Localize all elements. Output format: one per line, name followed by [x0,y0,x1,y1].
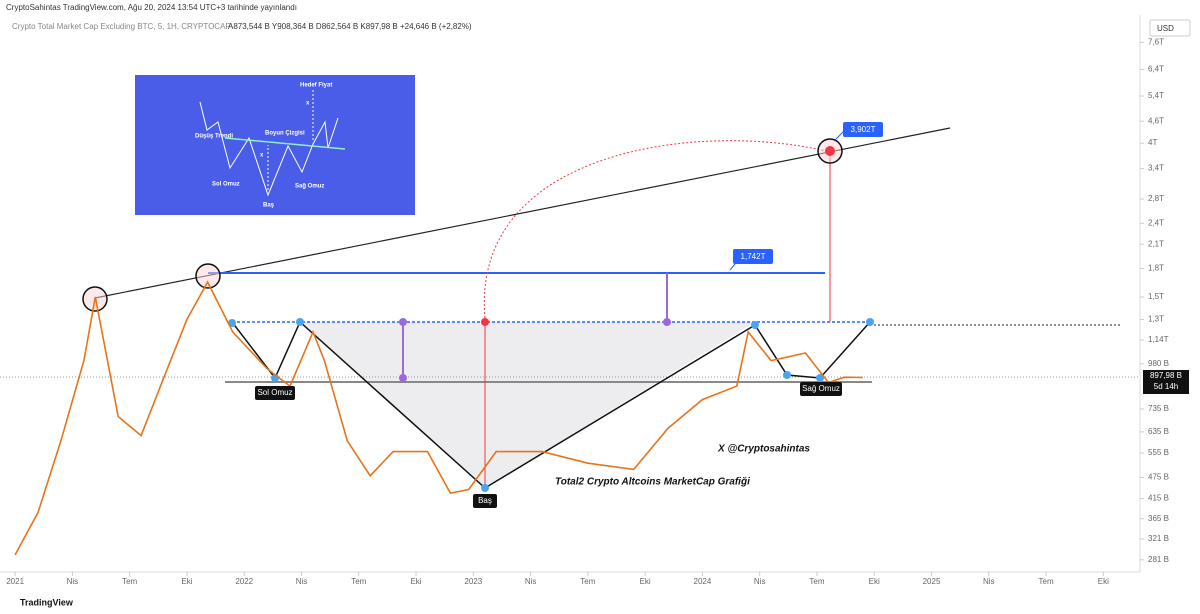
pattern-area [232,322,755,488]
ohlc: A873,544 B Y908,364 B D862,564 B K897,98… [228,22,472,31]
x-tick-label: Nis [983,577,995,586]
x-tick-label: Eki [181,577,192,586]
x-tick-label: Nis [525,577,537,586]
y-tick-label: 735 B [1148,404,1169,413]
point [399,374,407,382]
y-tick-label: 281 B [1148,555,1169,564]
right-shoulder-label: Sağ Omuz [802,384,840,393]
x-tick-label: Nis [67,577,79,586]
x-tick-label: Eki [410,577,421,586]
symbol: Crypto Total Market Cap Excluding BTC, 5… [12,22,231,31]
inset-head: Baş [263,203,275,209]
caption: Total2 Crypto Altcoins MarketCap Grafiği [555,477,750,488]
point [783,371,791,379]
y-tick-label: 555 B [1148,448,1169,457]
inset-pattern [199,101,339,197]
y-tick-label: 7,6T [1148,38,1164,47]
x-tick-label: Eki [1098,577,1109,586]
currency[interactable]: USD [1157,24,1174,33]
point [296,318,304,326]
x-tick-label: Tem [580,577,595,586]
y-tick-label: 980 B [1148,359,1169,368]
y-tick-label: 2,8T [1148,194,1164,203]
x-tick-label: 2022 [235,577,253,586]
target1-label: 1,742T [741,252,766,261]
y-tick-label: 4T [1148,138,1157,147]
y-tick-label: 6,4T [1148,64,1164,73]
y-tick-label: 1,14T [1148,335,1169,344]
point [399,318,407,326]
grid: 7,6T 6,4T 5,4T 4,6T 4T 3,4T 2,8T 2,4T 2,1T 1,8T 1,… [6,38,1169,587]
x-tick-label: Nis [754,577,766,586]
y-tick-label: 1,3T [1148,315,1164,324]
x-tick-label: Eki [869,577,880,586]
label-box [473,494,497,508]
inset-target: Hedef Fiyat [300,83,332,89]
point [663,318,671,326]
point [816,374,824,382]
price-box [1143,370,1189,394]
last-price: 897,98 B [1150,371,1182,380]
price-line [14,280,863,556]
inset-left-shoulder: Sol Omuz [212,182,240,188]
y-tick-label: 3,4T [1148,164,1164,173]
x-tick-label: Nis [296,577,308,586]
label-box [733,249,773,264]
y-tick-label: 2,4T [1148,218,1164,227]
x-tick-label: 2025 [923,577,941,586]
inset-x: x [306,101,310,107]
peak-circle [195,263,221,289]
y-tick-label: 415 B [1148,494,1169,503]
inset-downtrend: Düşüş Trendi [195,134,233,140]
pattern-line [231,320,871,489]
inset: Hedef Fiyat Düşüş Trendi Boyun Çizgisi S… [135,75,415,215]
x-tick-label: Eki [640,577,651,586]
y-tick-label: 2,1T [1148,239,1164,248]
x-tick-label: Tem [122,577,137,586]
inset-neckline-label: Boyun Çizgisi [265,131,305,137]
publisher: CryptoSahintas TradingView.com, Ağu 20, … [6,3,297,12]
y-tick-label: 5,4T [1148,91,1164,100]
point [866,318,874,326]
x-tick-label: 2023 [464,577,482,586]
y-tick-label: 321 B [1148,534,1169,543]
label-box [843,122,883,137]
author: X @Cryptosahintas [717,444,810,455]
y-tick-label: 1,5T [1148,292,1164,301]
series [14,280,863,556]
y-tick-label: 4,6T [1148,116,1164,125]
inset-x: x [260,153,264,159]
x-tick-label: 2021 [6,577,24,586]
inset-panel [135,75,415,215]
x-tick-label: Tem [351,577,366,586]
countdown: 5d 14h [1154,382,1178,391]
inset-right-shoulder: Sağ Omuz [295,184,324,190]
y-tick-label: 475 B [1148,473,1169,482]
currency-button[interactable] [1149,19,1191,37]
y-tick-label: 365 B [1148,514,1169,523]
projection-arc [483,140,831,319]
point [481,318,489,326]
x-tick-label: Tem [1039,577,1054,586]
inset-neckline [224,137,346,150]
label-box [800,382,842,396]
label-box [255,386,295,400]
y-tick-label: 1,8T [1148,264,1164,273]
head-label: Baş [478,496,492,505]
point [751,321,759,329]
brand: TradingView [20,597,74,607]
x-tick-label: 2024 [694,577,712,586]
y-tick-label: 635 B [1148,427,1169,436]
trend-line [94,127,951,299]
target2-label: 3,902T [851,125,876,134]
x-tick-label: Tem [809,577,824,586]
point [481,484,489,492]
left-shoulder-label: Sol Omuz [257,388,292,397]
target-dot [825,146,835,156]
